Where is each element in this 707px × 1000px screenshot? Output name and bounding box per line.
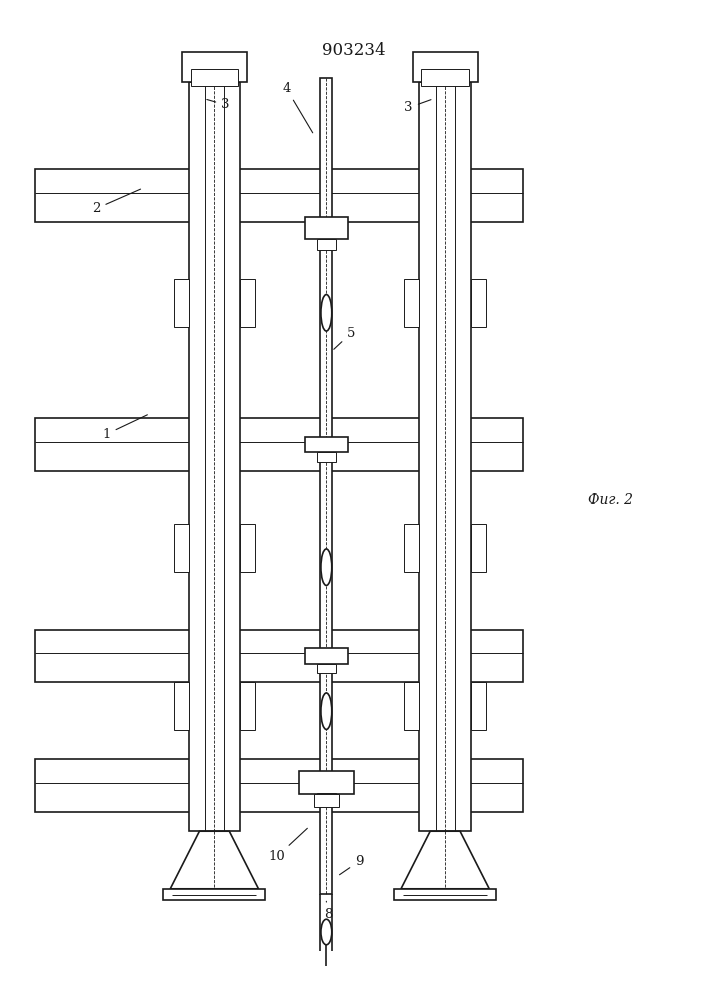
Bar (189, 82, 240, 831)
Bar (471, 279, 486, 327)
Ellipse shape (321, 919, 332, 945)
Bar (404, 682, 419, 730)
Ellipse shape (321, 295, 332, 331)
Bar (404, 279, 419, 327)
Bar (305, 437, 348, 452)
Bar (191, 69, 238, 86)
Bar (35, 418, 523, 471)
Bar (314, 794, 339, 807)
Bar (174, 524, 189, 572)
Bar (413, 52, 478, 82)
Text: 4: 4 (282, 82, 312, 133)
Bar (35, 169, 523, 222)
Text: 2: 2 (92, 189, 141, 215)
Bar (421, 69, 469, 86)
Text: 5: 5 (334, 327, 355, 349)
Bar (317, 664, 336, 673)
Bar (395, 889, 496, 900)
Ellipse shape (321, 549, 332, 585)
Bar (240, 524, 255, 572)
Bar (317, 793, 336, 803)
Text: 10: 10 (269, 828, 308, 863)
Bar (419, 82, 471, 831)
Text: 3: 3 (207, 98, 230, 111)
Ellipse shape (321, 693, 332, 729)
Bar (404, 524, 419, 572)
Bar (174, 279, 189, 327)
Bar (471, 682, 486, 730)
Bar (305, 217, 348, 239)
Text: 903234: 903234 (322, 42, 385, 59)
Bar (305, 778, 348, 793)
Bar (174, 682, 189, 730)
Bar (471, 524, 486, 572)
Polygon shape (170, 831, 259, 889)
Text: 9: 9 (339, 855, 363, 875)
Text: 3: 3 (404, 100, 431, 114)
Bar (240, 279, 255, 327)
Text: 8: 8 (324, 901, 332, 921)
Bar (317, 239, 336, 250)
Bar (320, 78, 332, 894)
Bar (240, 682, 255, 730)
Polygon shape (401, 831, 489, 889)
Text: Фиг. 2: Фиг. 2 (588, 493, 633, 507)
Bar (35, 759, 523, 812)
Bar (299, 771, 354, 794)
Text: 1: 1 (103, 415, 147, 441)
Bar (163, 889, 265, 900)
Bar (317, 452, 336, 462)
Bar (305, 648, 348, 664)
Bar (182, 52, 247, 82)
Bar (35, 630, 523, 682)
